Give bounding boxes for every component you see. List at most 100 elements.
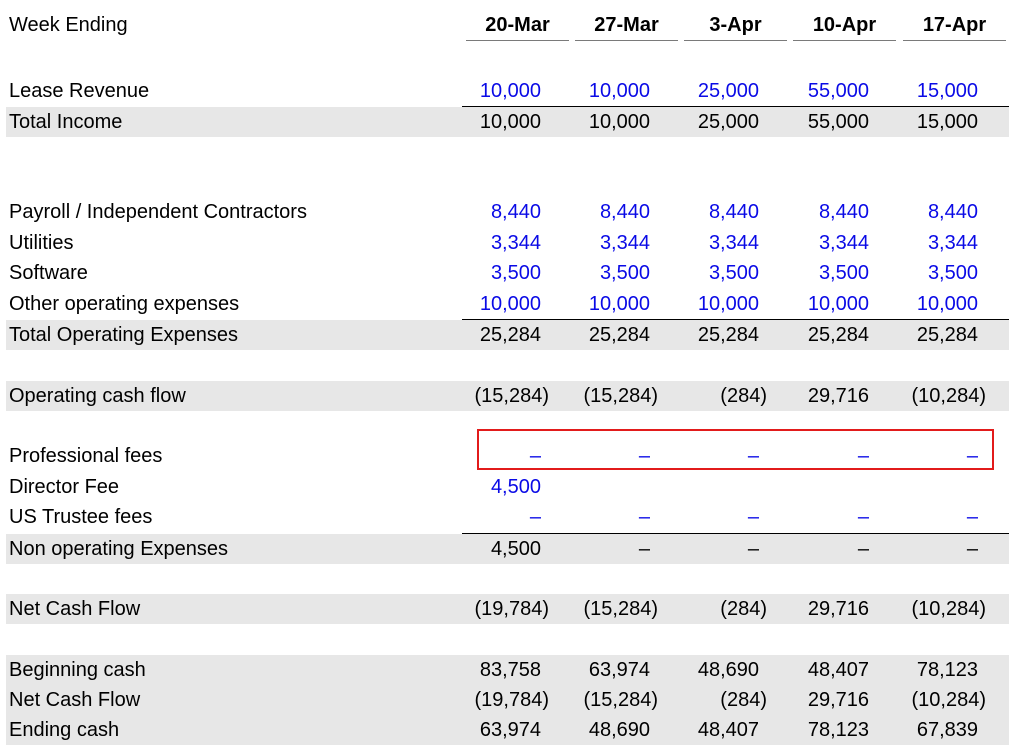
cell-value[interactable]: 25,000 — [697, 111, 759, 133]
row-label: Operating cash flow — [9, 385, 186, 407]
row-label: Utilities — [9, 232, 74, 254]
cell-value[interactable]: 8,440 — [818, 201, 869, 223]
cell-value[interactable]: 10,000 — [588, 111, 650, 133]
cell-value[interactable]: 83,758 — [479, 659, 541, 681]
row-label: Ending cash — [9, 719, 120, 741]
cell-value[interactable]: 29,716 — [807, 689, 869, 711]
cell-value[interactable]: 3,344 — [490, 232, 541, 254]
cell-value[interactable]: 3,344 — [599, 232, 650, 254]
week-header-1: 20-Mar — [466, 10, 569, 41]
cell-value[interactable]: 10,000 — [588, 293, 650, 315]
cell-value[interactable]: 15,000 — [916, 80, 978, 102]
cell-value[interactable]: – — [966, 506, 978, 528]
row-operating-cash-flow: Operating cash flow (15,284) (15,284) (2… — [0, 381, 1015, 411]
cell-value[interactable]: 10,000 — [479, 293, 541, 315]
cell-value[interactable]: (19,784) — [474, 689, 550, 711]
cell-value[interactable]: 67,839 — [916, 719, 978, 741]
cell-value[interactable] — [680, 472, 759, 502]
row-shading — [6, 715, 1009, 745]
cell-value[interactable]: – — [747, 445, 759, 467]
cell-value[interactable]: 4,500 — [490, 538, 541, 560]
row-utilities: Utilities 3,344 3,344 3,344 3,344 3,344 — [0, 228, 1015, 258]
row-shading — [6, 381, 1009, 411]
cell-value[interactable]: 15,000 — [916, 111, 978, 133]
cell-value[interactable]: 29,716 — [807, 598, 869, 620]
cell-value[interactable]: 78,123 — [916, 659, 978, 681]
cell-value[interactable]: 25,284 — [916, 324, 978, 346]
cell-value[interactable]: (284) — [720, 385, 767, 407]
cell-value[interactable]: 3,500 — [490, 262, 541, 284]
row-professional-fees: Professional fees – – – – – — [0, 441, 1015, 471]
cell-value[interactable]: – — [529, 506, 541, 528]
row-label: Professional fees — [9, 445, 163, 467]
cell-value[interactable]: 8,440 — [599, 201, 650, 223]
cell-value[interactable]: 25,000 — [697, 80, 759, 102]
cell-value[interactable]: 4,500 — [490, 476, 541, 498]
row-total-income: Total Income 10,000 10,000 25,000 55,000… — [0, 107, 1015, 137]
cell-value[interactable]: – — [966, 538, 978, 560]
cell-value[interactable]: 10,000 — [807, 293, 869, 315]
cell-value[interactable]: 48,407 — [697, 719, 759, 741]
cell-value[interactable]: 10,000 — [479, 80, 541, 102]
cell-value[interactable]: 25,284 — [697, 324, 759, 346]
cell-value[interactable]: (284) — [720, 598, 767, 620]
cell-value[interactable]: – — [857, 445, 869, 467]
cell-value[interactable]: 29,716 — [807, 385, 869, 407]
cell-value[interactable]: – — [747, 538, 759, 560]
cell-value[interactable] — [790, 472, 869, 502]
row-label: Net Cash Flow — [9, 689, 141, 711]
cell-value[interactable]: 63,974 — [479, 719, 541, 741]
cell-value[interactable]: 55,000 — [807, 80, 869, 102]
cell-value[interactable]: 55,000 — [807, 111, 869, 133]
cell-value[interactable]: (15,284) — [583, 385, 659, 407]
cell-value[interactable]: – — [857, 506, 869, 528]
cell-value[interactable]: – — [747, 506, 759, 528]
cell-value[interactable]: (284) — [720, 689, 767, 711]
cell-value[interactable]: (10,284) — [911, 385, 987, 407]
cell-value[interactable]: 8,440 — [490, 201, 541, 223]
row-label: Net Cash Flow — [9, 598, 141, 620]
cell-value[interactable]: 3,500 — [818, 262, 869, 284]
cell-value[interactable]: (10,284) — [911, 689, 987, 711]
cell-value[interactable]: 3,500 — [599, 262, 650, 284]
cell-value[interactable]: – — [529, 445, 541, 467]
week-header-2: 27-Mar — [575, 10, 678, 41]
cell-value[interactable]: 3,344 — [818, 232, 869, 254]
cell-value[interactable]: 25,284 — [479, 324, 541, 346]
cell-value[interactable]: (15,284) — [474, 385, 550, 407]
cell-value[interactable]: – — [966, 445, 978, 467]
cell-value[interactable]: 10,000 — [588, 80, 650, 102]
cell-value[interactable]: 48,407 — [807, 659, 869, 681]
cell-value[interactable] — [899, 472, 978, 502]
cell-value[interactable]: (10,284) — [911, 598, 987, 620]
cell-value[interactable]: (15,284) — [583, 689, 659, 711]
selection-highlight-box — [477, 429, 994, 470]
cell-value[interactable]: 3,344 — [927, 232, 978, 254]
cell-value[interactable]: (15,284) — [583, 598, 659, 620]
cell-value[interactable]: 8,440 — [708, 201, 759, 223]
row-label: Total Operating Expenses — [9, 324, 239, 346]
cell-value[interactable]: – — [638, 506, 650, 528]
week-header-4: 10-Apr — [793, 10, 896, 41]
cell-value[interactable]: 3,500 — [708, 262, 759, 284]
cell-value[interactable]: 48,690 — [697, 659, 759, 681]
cell-value[interactable] — [571, 472, 650, 502]
cell-value[interactable]: – — [857, 538, 869, 560]
cell-value[interactable]: (19,784) — [474, 598, 550, 620]
cell-value[interactable]: 25,284 — [807, 324, 869, 346]
cell-value[interactable]: – — [638, 538, 650, 560]
cell-value[interactable]: – — [638, 445, 650, 467]
cell-value[interactable]: 3,344 — [708, 232, 759, 254]
cell-value[interactable]: 25,284 — [588, 324, 650, 346]
cell-value[interactable]: 3,500 — [927, 262, 978, 284]
cell-value[interactable]: 48,690 — [588, 719, 650, 741]
row-non-operating-expenses: Non operating Expenses 4,500 – – – – — [0, 534, 1015, 564]
row-label: Payroll / Independent Contractors — [9, 201, 307, 223]
cell-value[interactable]: 10,000 — [479, 111, 541, 133]
cell-value[interactable]: 10,000 — [916, 293, 978, 315]
cell-value[interactable]: 78,123 — [807, 719, 869, 741]
cell-value[interactable]: 63,974 — [588, 659, 650, 681]
cell-value[interactable]: 8,440 — [927, 201, 978, 223]
cell-value[interactable]: 10,000 — [697, 293, 759, 315]
